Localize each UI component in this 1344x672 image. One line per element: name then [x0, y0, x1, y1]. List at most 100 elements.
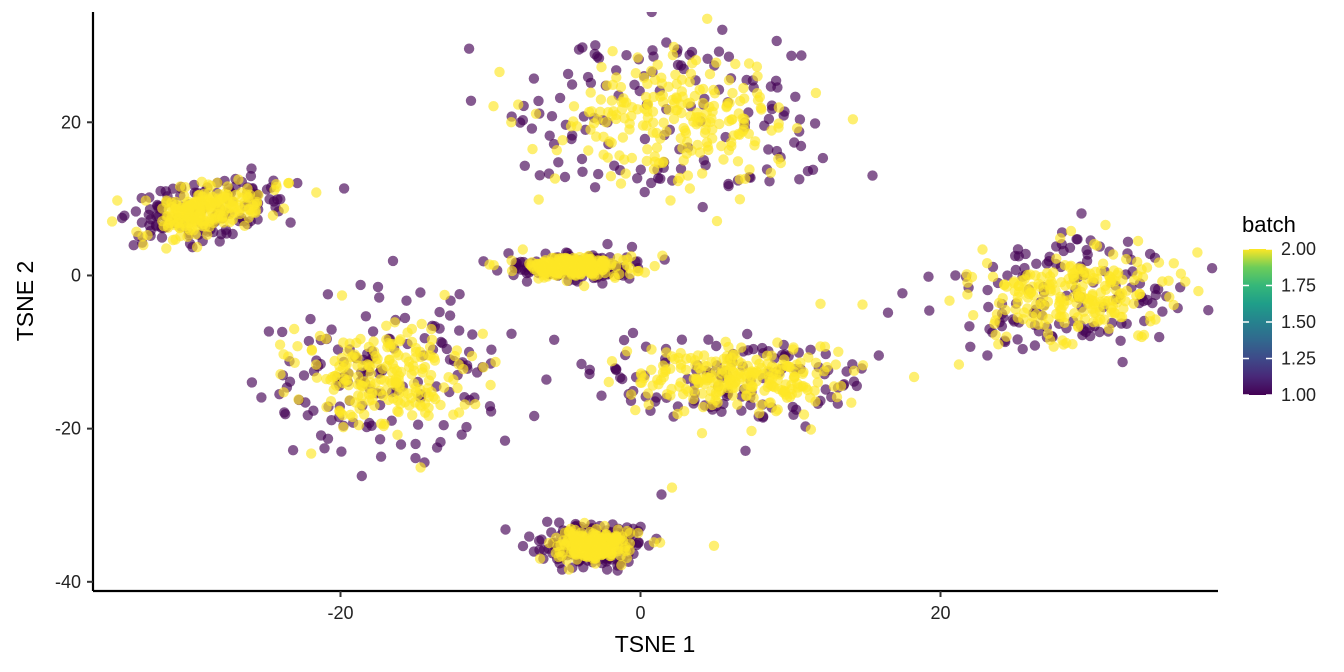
scatter-point: [369, 400, 380, 411]
scatter-point: [1001, 331, 1012, 342]
scatter-point: [1121, 254, 1132, 265]
scatter-point: [675, 362, 687, 374]
scatter-point: [835, 380, 847, 392]
scatter-point: [533, 95, 544, 107]
data-points: [106, 12, 1218, 576]
scatter-point: [506, 328, 517, 339]
scatter-point: [438, 420, 449, 431]
scatter-point: [426, 323, 437, 335]
scatter-point: [1072, 321, 1084, 333]
scatter-point: [616, 560, 627, 571]
scatter-point: [708, 377, 720, 389]
scatter-point: [646, 65, 657, 77]
scatter-point: [689, 385, 700, 396]
scatter-point: [519, 160, 530, 171]
scatter-point: [584, 368, 595, 380]
scatter-point: [381, 320, 392, 331]
scatter-point: [1084, 298, 1096, 310]
scatter-point: [374, 292, 385, 303]
scatter-point: [730, 58, 741, 70]
scatter-point: [668, 41, 680, 53]
scatter-point: [763, 144, 774, 155]
scatter-point: [213, 208, 224, 220]
scatter-point: [709, 88, 721, 99]
scatter-point: [370, 351, 381, 362]
scatter-point: [846, 397, 857, 408]
scatter-point: [529, 410, 540, 422]
scatter-point: [367, 326, 379, 337]
scatter-point: [771, 145, 783, 157]
scatter-point: [551, 145, 562, 156]
scatter-point: [410, 452, 421, 464]
scatter-point: [993, 339, 1004, 350]
scatter-point: [1163, 275, 1174, 286]
x-axis-title: TSNE 1: [615, 631, 696, 657]
scatter-point: [559, 171, 571, 183]
scatter-point: [666, 351, 678, 362]
scatter-point: [478, 362, 489, 373]
scatter-point: [723, 75, 735, 86]
scatter-point: [615, 81, 627, 93]
scatter-point: [289, 323, 300, 335]
scatter-point: [615, 178, 627, 189]
scatter-point: [773, 122, 784, 133]
scatter-point: [606, 137, 617, 148]
colorbar-legend: batch 1.00 1.25 1.50 1.75 2.00: [1242, 212, 1316, 405]
scatter-point: [642, 388, 654, 399]
scatter-point: [742, 328, 753, 340]
scatter-point: [322, 289, 334, 300]
scatter-point: [1031, 258, 1042, 269]
scatter-point: [811, 368, 822, 379]
scatter-point: [228, 196, 239, 207]
scatter-point: [701, 137, 713, 148]
scatter-point: [629, 79, 640, 91]
scatter-point: [562, 68, 574, 80]
scatter-point: [685, 68, 697, 79]
scatter-point: [283, 177, 295, 189]
scatter-point: [656, 489, 667, 500]
scatter-point: [1076, 208, 1087, 219]
scatter-point: [606, 356, 618, 367]
scatter-point: [857, 360, 869, 371]
scatter-point: [408, 378, 420, 389]
scatter-point: [698, 360, 709, 371]
scatter-point: [530, 108, 542, 120]
scatter-point: [389, 317, 400, 328]
scatter-point: [423, 375, 435, 386]
scatter-point: [533, 194, 544, 205]
scatter-point: [311, 359, 322, 370]
scatter-point: [652, 59, 663, 70]
scatter-point: [605, 171, 617, 182]
scatter-point: [982, 284, 993, 296]
scatter-point: [655, 375, 667, 386]
scatter-point: [751, 61, 763, 72]
scatter-point: [406, 336, 418, 348]
scatter-point: [1012, 244, 1024, 255]
scatter-point: [741, 74, 752, 86]
scatter-point: [792, 387, 803, 398]
scatter-point: [488, 101, 499, 112]
scatter-point: [815, 298, 826, 309]
scatter-point: [595, 94, 607, 105]
scatter-point: [190, 229, 201, 240]
scatter-point: [393, 350, 404, 361]
scatter-point: [439, 289, 450, 301]
scatter-point: [360, 311, 372, 322]
scatter-point: [833, 346, 844, 357]
scatter-point: [546, 261, 557, 273]
scatter-point: [1010, 264, 1021, 276]
scatter-point: [576, 358, 587, 370]
scatter-point: [490, 356, 501, 368]
scatter-point: [526, 123, 538, 134]
scatter-point: [344, 395, 355, 406]
scatter-point: [982, 350, 993, 361]
scatter-point: [710, 387, 722, 398]
scatter-point: [981, 258, 993, 269]
scatter-point: [675, 163, 687, 175]
scatter-point: [639, 103, 650, 115]
scatter-point: [788, 372, 799, 384]
scatter-point: [684, 183, 696, 194]
scatter-point: [451, 345, 463, 356]
scatter-point: [626, 152, 638, 164]
scatter-point: [708, 540, 720, 551]
